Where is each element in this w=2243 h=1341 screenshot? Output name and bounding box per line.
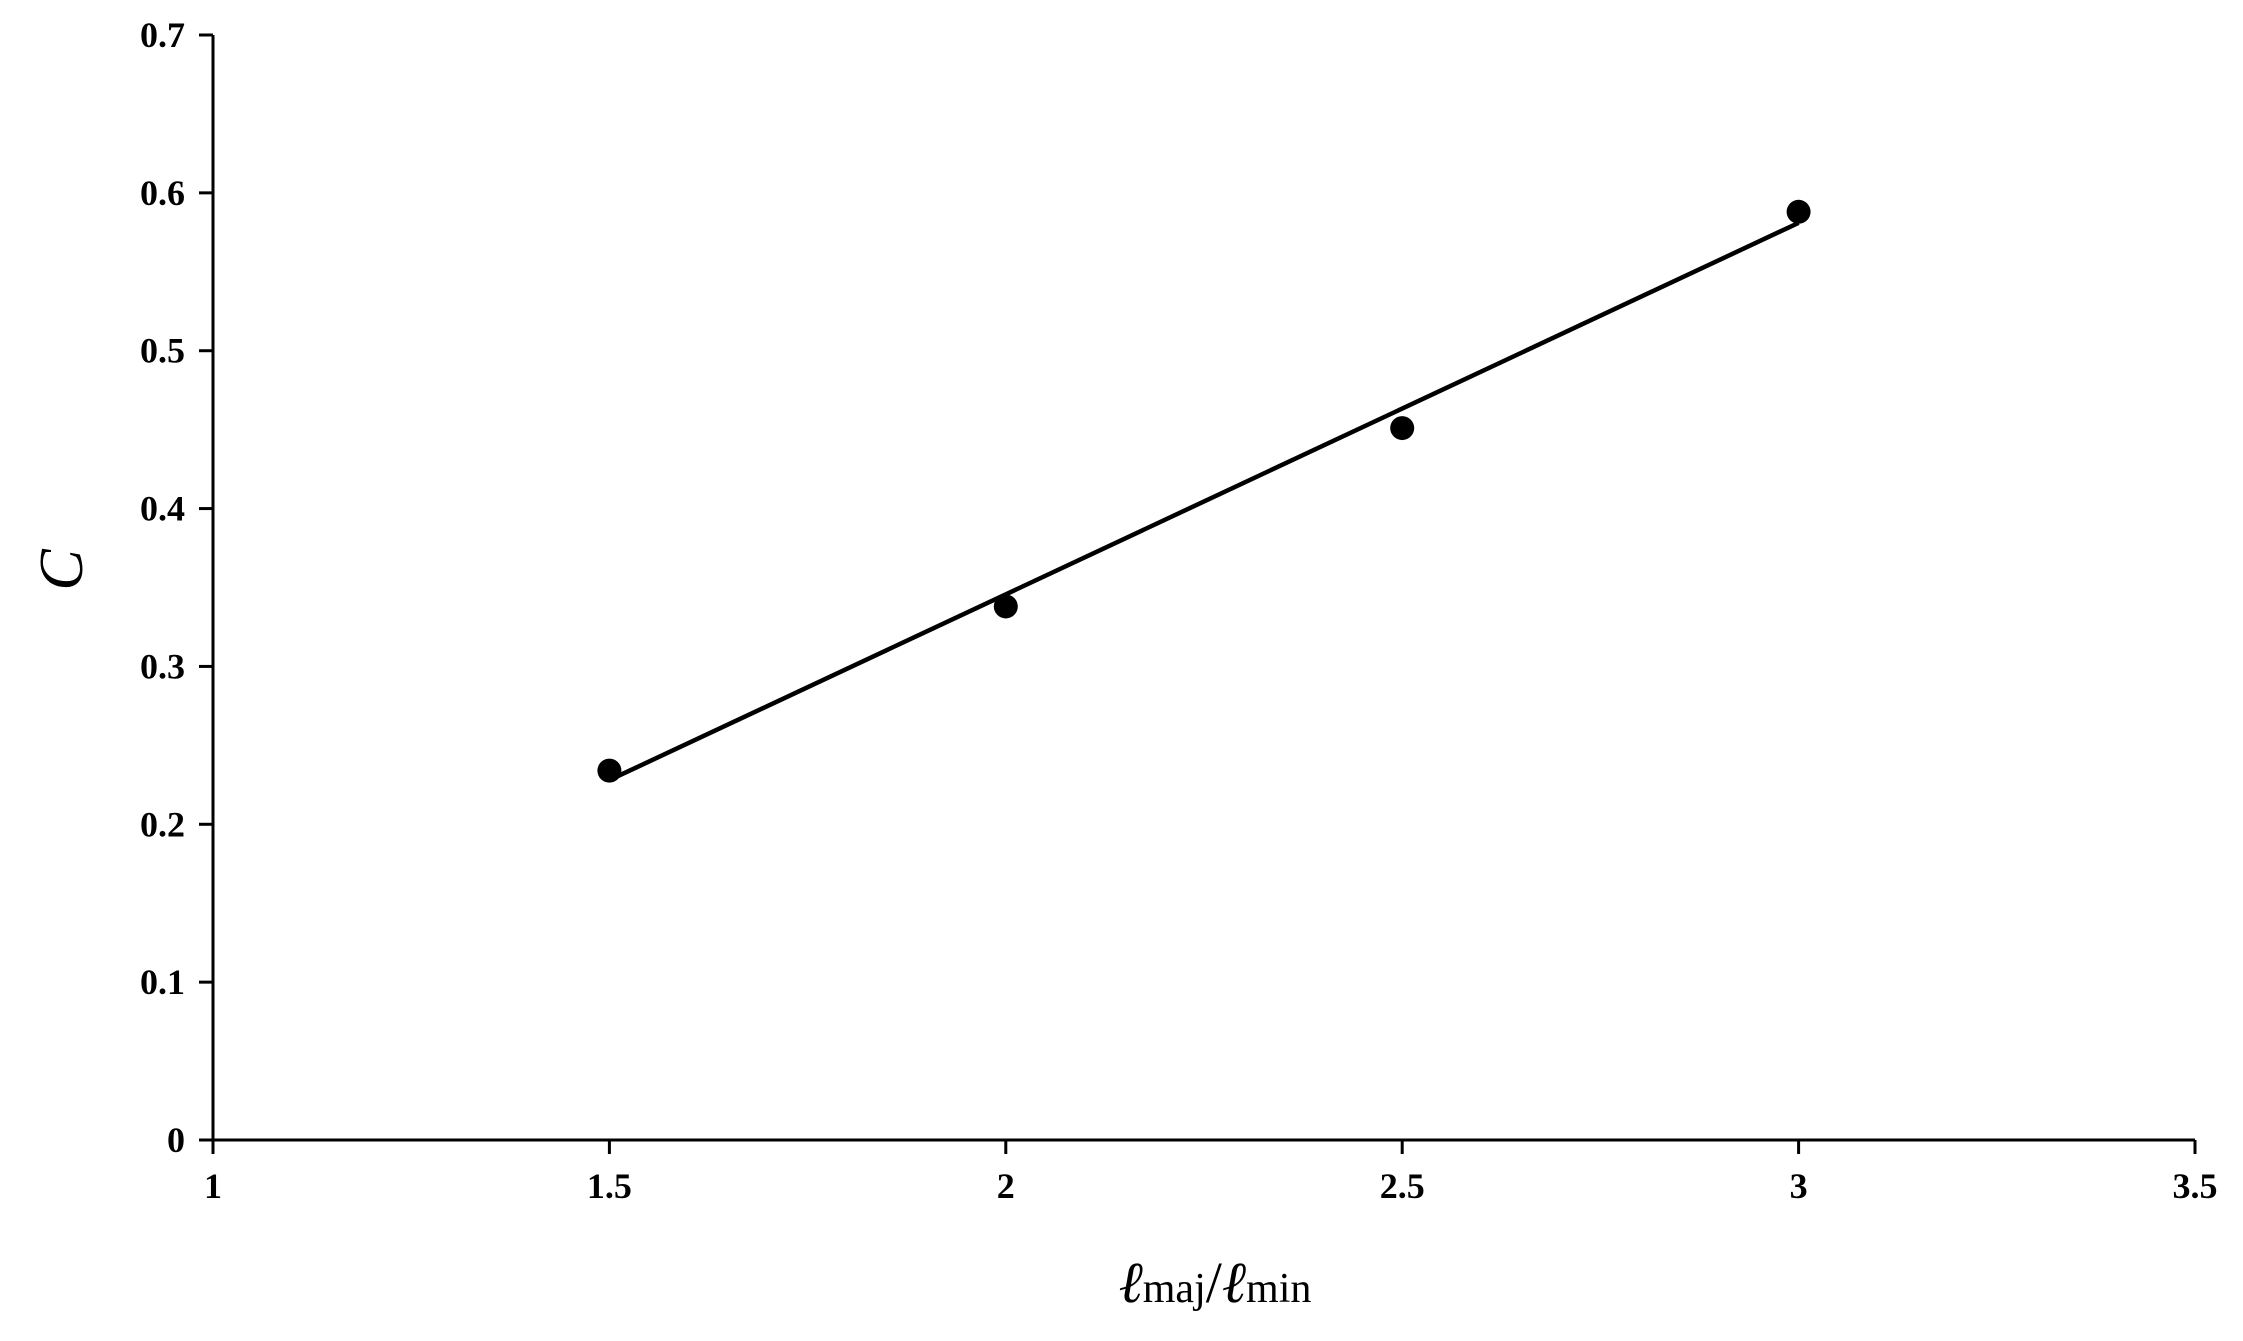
- data-point: [993, 594, 1018, 619]
- y-axis-title: C: [28, 549, 96, 591]
- x-tick-label: 1: [204, 1166, 222, 1206]
- y-tick-label: 0.3: [140, 646, 185, 686]
- y-axis-ticks: 0 0.1 0.2 0.3 0.4 0.5 0.6 0.7: [140, 15, 213, 1160]
- x-axis-title-symbol-2: ℓ: [1222, 1250, 1246, 1315]
- x-axis-ticks: 1 1.5 2 2.5 3 3.5: [204, 1140, 2218, 1206]
- data-point: [597, 758, 622, 783]
- x-axis-title-symbol: ℓ: [1119, 1250, 1143, 1315]
- x-tick-label: 2.5: [1380, 1166, 1425, 1206]
- data-point: [1390, 416, 1415, 441]
- y-tick-label: 0: [167, 1120, 185, 1160]
- y-tick-label: 0.6: [140, 173, 185, 213]
- x-tick-label: 3: [1790, 1166, 1808, 1206]
- axes: [211, 35, 2195, 1142]
- x-tick-label: 3.5: [2173, 1166, 2218, 1206]
- x-axis-title: ℓmaj/ℓmin: [1119, 1250, 1312, 1315]
- x-axis-title-sub1: maj: [1143, 1266, 1206, 1312]
- trendline-group: [608, 220, 1800, 783]
- y-tick-label: 0.4: [140, 489, 185, 529]
- x-tick-label: 2: [997, 1166, 1015, 1206]
- x-tick-label: 1.5: [587, 1166, 632, 1206]
- y-tick-label: 0.1: [140, 962, 185, 1002]
- x-axis-title-sub2: min: [1246, 1266, 1311, 1312]
- data-point: [1786, 199, 1811, 224]
- x-axis-title-slash: /: [1206, 1250, 1223, 1315]
- data-points: [597, 199, 1811, 783]
- y-tick-label: 0.2: [140, 804, 185, 844]
- trendline: [608, 220, 1800, 783]
- y-tick-label: 0.5: [140, 331, 185, 371]
- y-tick-label: 0.7: [140, 15, 185, 55]
